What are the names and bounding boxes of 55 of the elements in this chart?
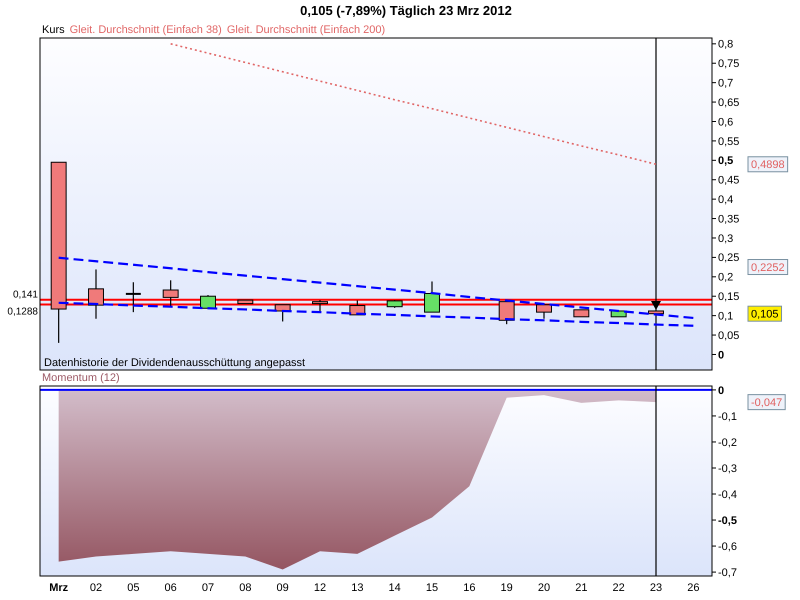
x-tick-label: 06 bbox=[164, 582, 177, 594]
x-tick-label: 15 bbox=[426, 582, 438, 594]
y-tick-label: 0,4 bbox=[718, 194, 734, 206]
y-tick-label: 0,1 bbox=[718, 310, 734, 322]
y-tick-label: 0,2 bbox=[718, 272, 734, 284]
x-tick-label: 19 bbox=[500, 582, 513, 594]
y-tick-label: 0,55 bbox=[718, 136, 740, 148]
y-tick-label: 0,45 bbox=[718, 174, 740, 187]
text: 0,2252 bbox=[751, 262, 785, 274]
x-tick-label: 16 bbox=[463, 582, 476, 594]
y-tick-label: -0,5 bbox=[718, 514, 737, 527]
y-tick-label: 0,05 bbox=[718, 330, 740, 342]
y-tick-label: 0,65 bbox=[718, 96, 740, 109]
series-label: Gleit. Durchschnitt (Einfach 200) bbox=[226, 24, 386, 36]
y-tick-label: 0,75 bbox=[718, 58, 740, 70]
y-tick-label: -0,3 bbox=[718, 462, 737, 475]
x-tick-label: 12 bbox=[314, 582, 326, 594]
y-tick-label: -0,4 bbox=[718, 488, 737, 501]
y-tick-label: 0,5 bbox=[718, 155, 734, 168]
ref-line-label: 0,1288 bbox=[7, 306, 38, 318]
x-tick-label: 21 bbox=[575, 582, 588, 594]
y-tick-label: 0,6 bbox=[718, 116, 734, 128]
x-tick-label: 20 bbox=[538, 582, 550, 594]
x-tick-label: 22 bbox=[612, 582, 625, 594]
x-tick-label: Mrz bbox=[49, 582, 69, 594]
y-tick-label: 0,15 bbox=[718, 291, 740, 304]
text: 0,105 bbox=[751, 308, 779, 321]
y-tick-label: 0,25 bbox=[718, 252, 740, 264]
legend-label: Gleit. Durchschnitt (Einfach 38) bbox=[70, 24, 222, 36]
y-tick-label: 0 bbox=[718, 349, 724, 362]
x-tick-label: 23 bbox=[650, 582, 662, 594]
x-tick-label: 14 bbox=[388, 582, 401, 594]
chart-title: 0,105 (-7,89%) Täglich 23 Mrz 2012 bbox=[300, 3, 512, 18]
x-tick-label: 02 bbox=[90, 582, 102, 594]
x-tick-label: 05 bbox=[127, 582, 140, 594]
y-tick-label: 0,35 bbox=[718, 213, 740, 226]
y-tick-label: -0,2 bbox=[718, 436, 737, 449]
y-tick-label: -0,7 bbox=[718, 566, 737, 579]
y-tick-label: 0,8 bbox=[718, 38, 734, 51]
x-tick-label: 26 bbox=[687, 582, 700, 594]
y-tick-label: -0,6 bbox=[718, 540, 737, 553]
text: -0,047 bbox=[751, 396, 782, 409]
y-tick-label: 0,7 bbox=[718, 78, 734, 90]
annotation: Datenhistorie der Dividendenausschüttung angepasst bbox=[44, 357, 306, 369]
text: 0,4898 bbox=[751, 159, 785, 172]
ref-line-label: 0,141 bbox=[12, 290, 38, 301]
x-tick-label: 08 bbox=[239, 582, 252, 594]
y-tick-label: -0,1 bbox=[718, 410, 737, 423]
y-tick-label: 0,3 bbox=[718, 232, 734, 245]
x-tick-label: 13 bbox=[351, 582, 364, 594]
y-tick-label: 0 bbox=[718, 384, 724, 397]
series-label: Momentum (12) bbox=[42, 372, 120, 384]
x-tick-label: 09 bbox=[276, 582, 289, 594]
legend-title: Kurs bbox=[42, 24, 66, 36]
x-tick-label: 07 bbox=[202, 582, 214, 594]
